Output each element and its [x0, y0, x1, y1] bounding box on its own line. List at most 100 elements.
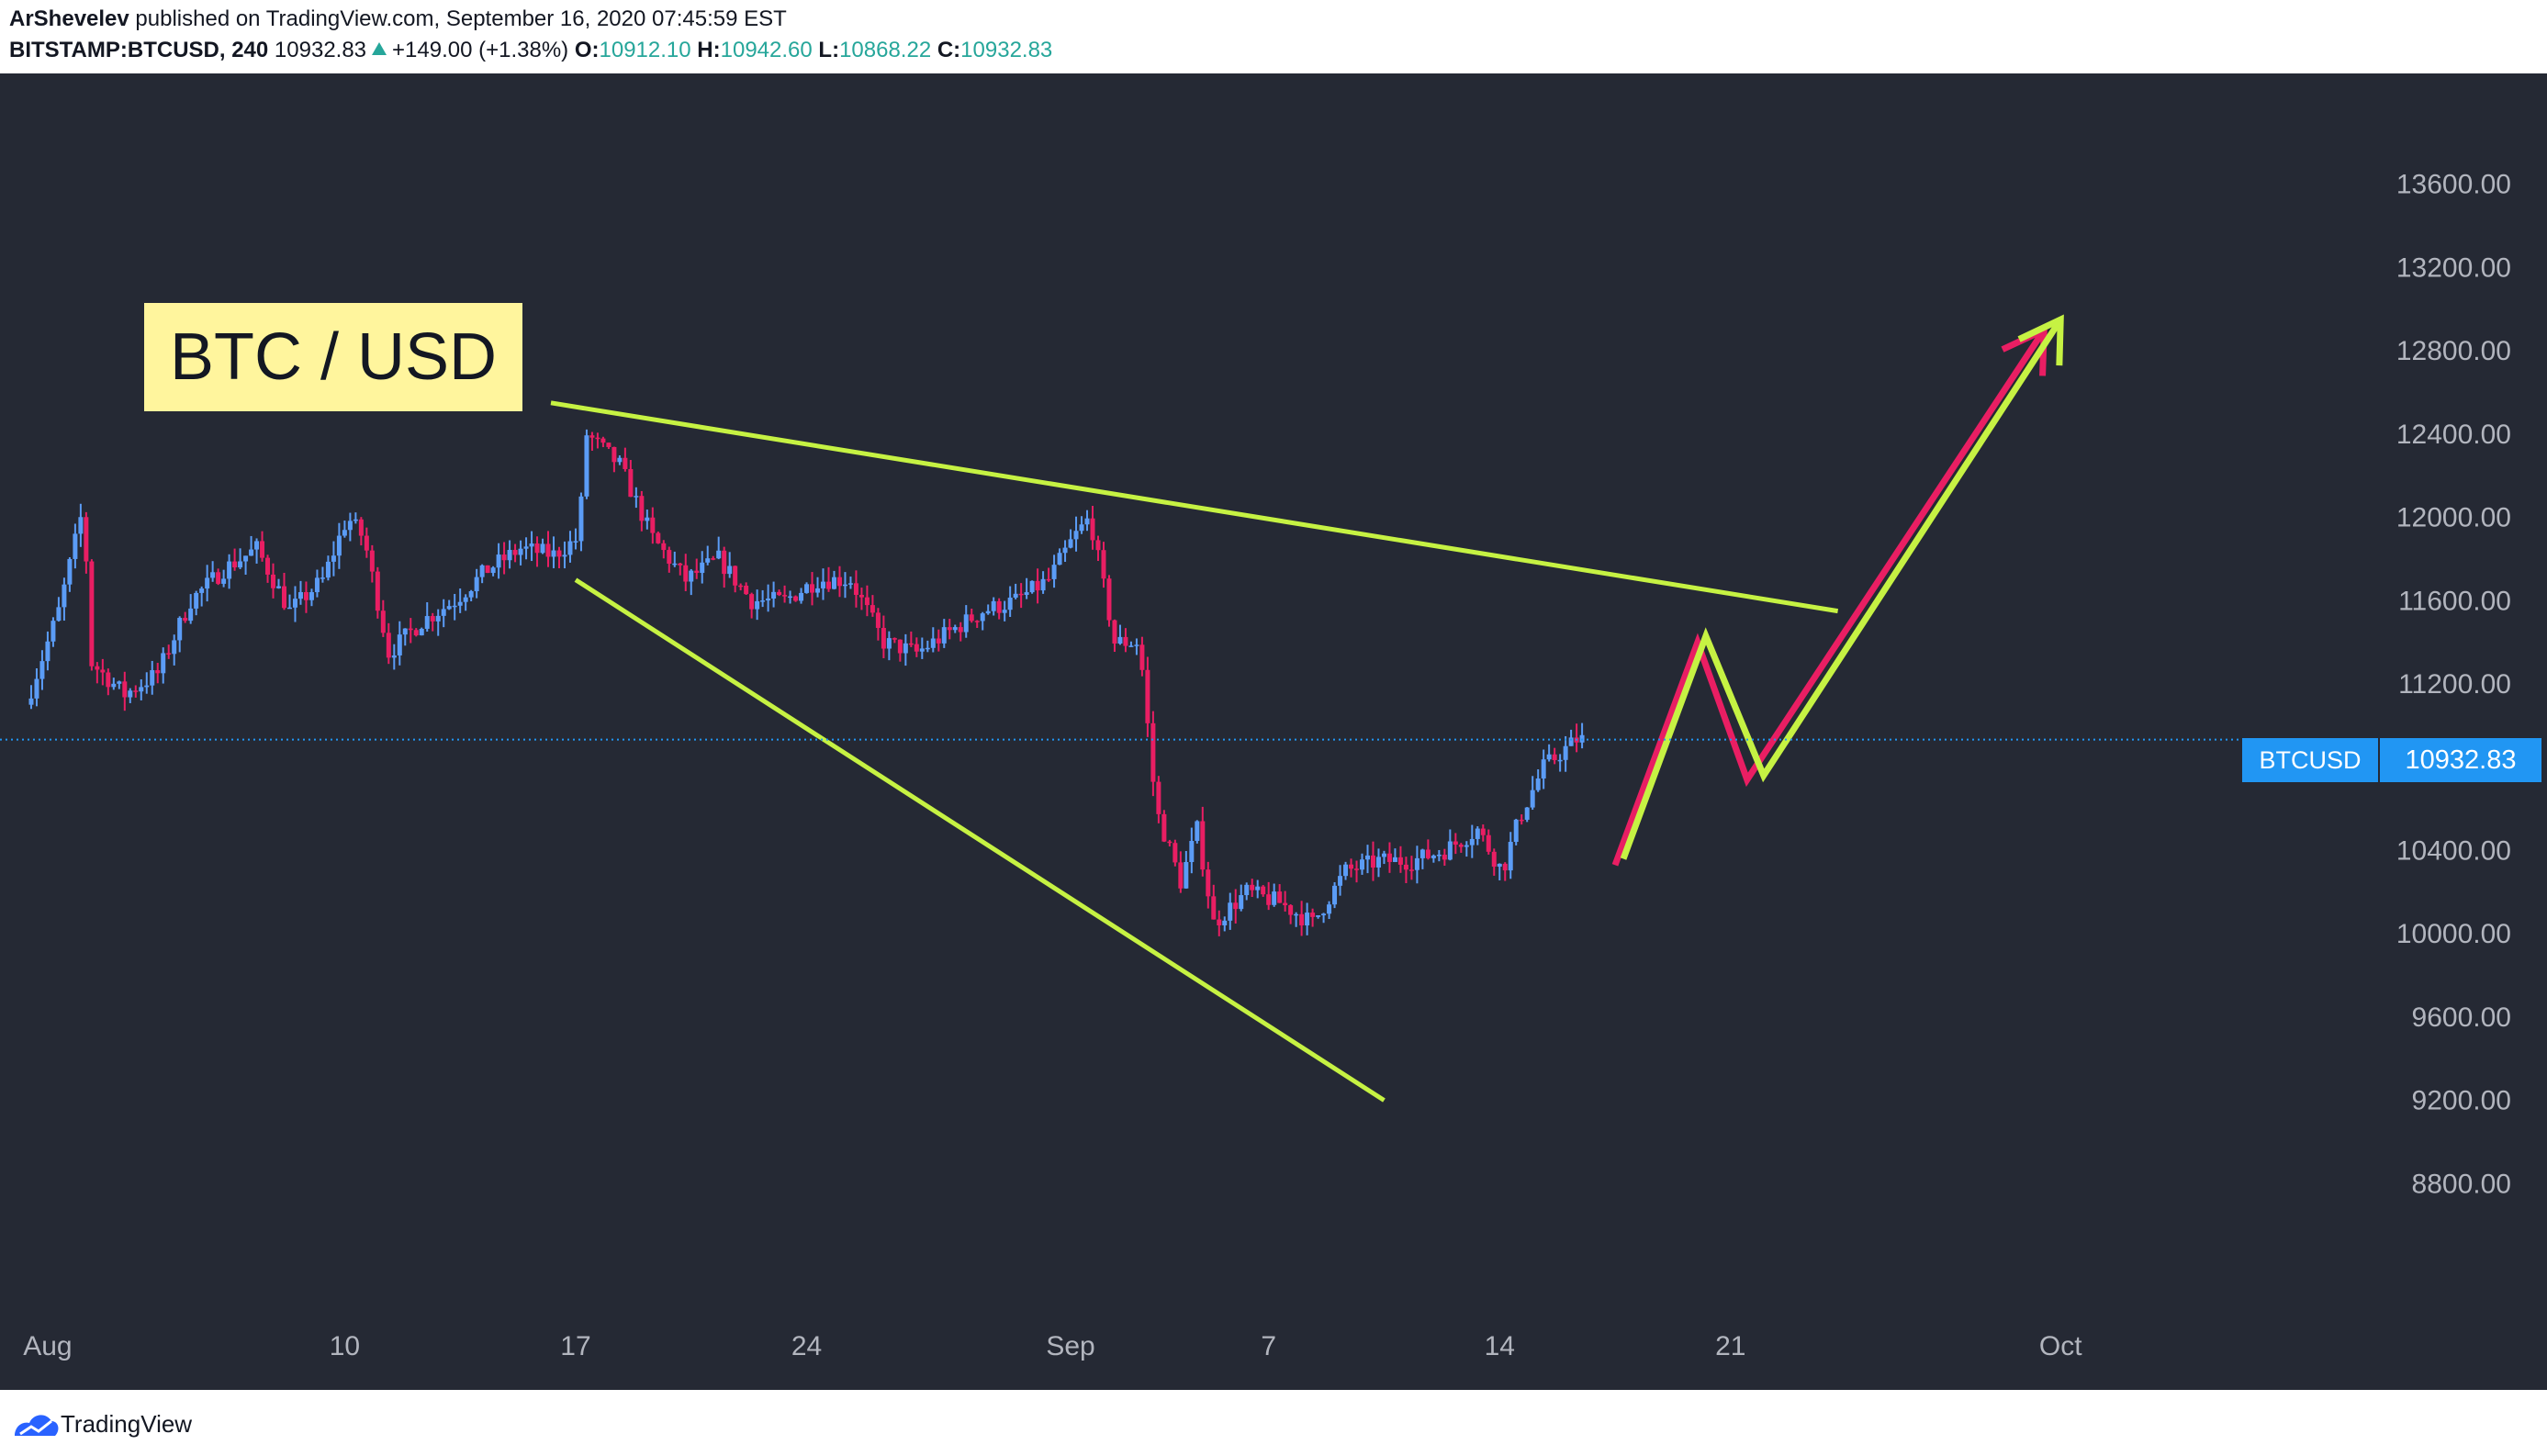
candle-body — [254, 541, 260, 550]
resistance-trendline[interactable] — [550, 400, 1839, 614]
candle-body — [1029, 580, 1035, 593]
candle-body — [958, 627, 963, 633]
candle-body — [177, 618, 183, 641]
candle-body — [875, 612, 881, 628]
projection-path-lime[interactable] — [1620, 318, 2064, 860]
candle-body — [634, 496, 639, 498]
price-tag-value-box — [2380, 738, 2541, 782]
support-trendline[interactable] — [574, 577, 1386, 1103]
candle-body — [117, 681, 122, 684]
candle-body — [1338, 876, 1343, 886]
candle-body — [1266, 894, 1272, 905]
candle-body — [815, 588, 821, 593]
candle-body — [111, 683, 117, 688]
candle-body — [858, 594, 864, 598]
candle-body — [1343, 864, 1349, 877]
candle-body — [1051, 565, 1057, 579]
candle-body — [1469, 838, 1475, 846]
candle-body — [689, 570, 694, 582]
chart-area[interactable]: BTC / USD 13600.00 13200.00 12800.00 12400.… — [0, 73, 2547, 1390]
time-axis[interactable]: Aug 10 17 24 Sep 7 14 21 Oct — [23, 1331, 2082, 1361]
candle-body — [1239, 895, 1244, 910]
candle-body — [161, 653, 166, 674]
candle-body — [144, 685, 150, 688]
candle-body — [897, 639, 903, 654]
candle-body — [1084, 518, 1090, 525]
candle-body — [656, 532, 661, 543]
symbol-label[interactable]: BITSTAMP:BTCUSD, 240 — [9, 38, 269, 62]
candle-body — [397, 634, 402, 655]
time-tick-label: 17 — [560, 1331, 590, 1361]
candle-body — [1436, 854, 1442, 857]
title-label-box[interactable] — [144, 303, 522, 411]
price-tick-label: 8800.00 — [2412, 1169, 2511, 1199]
candle-body — [886, 638, 892, 649]
publish-line: ArShevelev published on TradingView.com,… — [9, 4, 2488, 35]
tradingview-brand[interactable]: TradingView — [61, 1410, 193, 1438]
price-tick-label: 13200.00 — [2396, 252, 2511, 283]
candle-body — [309, 592, 314, 600]
candle-body — [166, 653, 172, 655]
candle-body — [1327, 904, 1332, 914]
candle-body — [1541, 759, 1546, 778]
candle-body — [122, 681, 128, 698]
candle-body — [985, 610, 991, 614]
candle-body — [1321, 913, 1327, 916]
candle-body — [260, 541, 265, 558]
candle-body — [941, 627, 947, 644]
candle-body — [991, 600, 996, 611]
candle-body — [413, 630, 419, 636]
candle-body — [1568, 737, 1574, 746]
candle-body — [716, 550, 722, 559]
candle-body — [380, 610, 386, 633]
candle-body — [402, 628, 408, 635]
projection-path-pink[interactable] — [1611, 328, 2048, 867]
label-box-layer: BTC / USD — [144, 303, 522, 411]
price-axis[interactable]: 13600.00 13200.00 12800.00 12400.00 12000.00… — [2396, 170, 2511, 1200]
candle-body — [1073, 531, 1079, 540]
candle-body — [947, 627, 952, 631]
candle-body — [375, 571, 380, 611]
candle-body — [221, 578, 227, 584]
candle-body — [133, 690, 139, 692]
candle-body — [969, 614, 974, 622]
published-text: published on TradingView.com, September … — [129, 6, 787, 31]
candle-body — [1386, 853, 1392, 862]
candle-body — [353, 519, 358, 521]
candle-body — [89, 561, 95, 666]
candle-body — [430, 616, 435, 622]
candle-body — [1272, 891, 1277, 905]
up-triangle-icon — [372, 42, 387, 55]
candle-body — [914, 644, 919, 652]
price-tick-label: 10400.00 — [2396, 835, 2511, 866]
candle-body — [50, 621, 56, 642]
candle-body — [1305, 913, 1310, 926]
candle-body — [556, 550, 562, 557]
candle-body — [183, 618, 188, 622]
candle-body — [386, 633, 391, 658]
price-tick-label: 11600.00 — [2398, 586, 2511, 616]
candle-body — [936, 638, 941, 644]
candle-body — [518, 548, 523, 555]
price-tick-label: 11200.00 — [2398, 669, 2511, 700]
candles-layer — [28, 429, 1585, 936]
candle-body — [446, 606, 452, 610]
time-tick-label: 24 — [791, 1331, 822, 1361]
candle-body — [733, 566, 738, 586]
candle-body — [1233, 902, 1239, 910]
candle-body — [766, 598, 771, 601]
price-chart[interactable]: BTC / USD 13600.00 13200.00 12800.00 12400.… — [0, 73, 2547, 1390]
candle-body — [545, 543, 551, 557]
tradingview-logo-icon[interactable] — [13, 1408, 61, 1441]
candle-body — [821, 581, 826, 588]
author-name[interactable]: ArShevelev — [9, 6, 129, 31]
candle-body — [1431, 856, 1436, 858]
candle-body — [930, 638, 936, 648]
candle-body — [749, 594, 755, 610]
candle-body — [205, 577, 210, 589]
candle-body — [286, 607, 292, 610]
close-value: 10932.83 — [960, 38, 1053, 62]
candle-body — [364, 535, 369, 551]
candle-body — [320, 577, 325, 579]
candle-body — [45, 641, 50, 662]
